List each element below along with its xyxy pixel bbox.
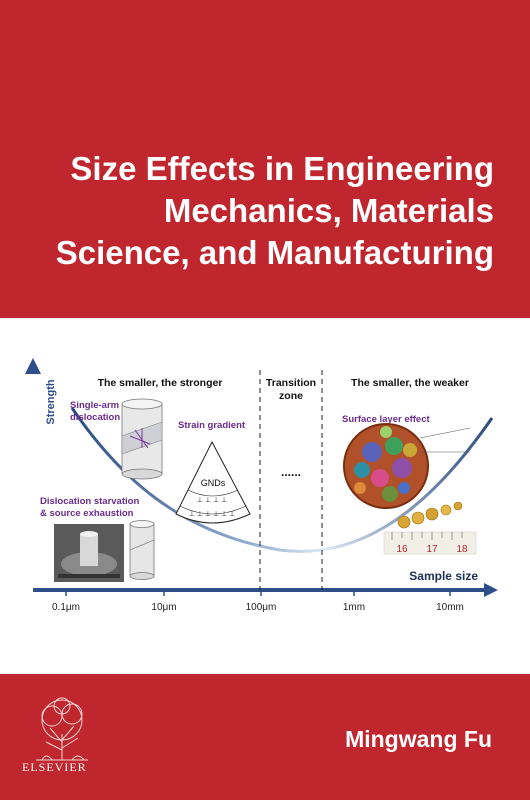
- strain-gradient-label: Strain gradient: [178, 420, 246, 431]
- cover-diagram-area: Strength Sample size 0.1μm 10μm 100μm 1m…: [0, 318, 530, 674]
- tick-label: 0.1μm: [52, 602, 80, 613]
- tick-label: 10μm: [151, 602, 176, 613]
- title-line-3: Science, and Manufacturing: [55, 234, 494, 271]
- ruler-label: 16: [396, 544, 408, 555]
- strain-gradient-illustration: GNDs ⊥ ⊥ ⊥ ⊥ ⊥ ⊥ ⊥ ⊥ ⊥ ⊥: [175, 440, 251, 524]
- gnds-label: GNDs: [201, 478, 226, 488]
- tick-label: 10mm: [436, 602, 464, 613]
- sem-micrograph-image: [54, 524, 124, 582]
- grain-structure-illustration: [343, 423, 471, 509]
- starvation-label-1: Dislocation starvation: [40, 496, 139, 507]
- x-axis-arrow-icon: [484, 583, 498, 597]
- elsevier-tree-logo-icon: [36, 697, 88, 761]
- y-axis-arrow-icon: [25, 358, 41, 374]
- title-line-2: Mechanics, Materials: [163, 192, 494, 229]
- author-name: Mingwang Fu: [345, 726, 492, 752]
- transition-dots: ......: [281, 465, 301, 479]
- right-heading: The smaller, the weaker: [351, 377, 469, 389]
- title-line-1: Size Effects in Engineering: [70, 150, 494, 187]
- size-effect-diagram: Strength Sample size 0.1μm 10μm 100μm 1m…: [25, 358, 498, 613]
- microparts-ruler-photo: 16 17 18: [383, 501, 477, 555]
- ruler-label: 17: [426, 544, 438, 555]
- single-arm-pillar-illustration: [121, 398, 163, 480]
- cover-top-band: Size Effects in Engineering Mechanics, M…: [0, 0, 530, 318]
- svg-text:⊥ ⊥ ⊥ ⊥: ⊥ ⊥ ⊥ ⊥: [197, 497, 227, 504]
- starvation-pillar-illustration: [129, 520, 155, 580]
- cover-bottom-band: ELSEVIER Mingwang Fu: [0, 674, 530, 800]
- publisher-name: ELSEVIER: [22, 760, 87, 774]
- surface-layer-label: Surface layer effect: [342, 414, 430, 425]
- single-arm-label-2: dislocation: [70, 412, 120, 423]
- starvation-label-2: & source exhaustion: [40, 508, 134, 519]
- tick-label: 100μm: [246, 602, 277, 613]
- transition-heading-1: Transition: [266, 377, 316, 389]
- tick-label: 1mm: [343, 602, 365, 613]
- single-arm-label-1: Single-arm: [70, 400, 119, 411]
- svg-text:⊥ ⊥ ⊥ ⊥ ⊥ ⊥: ⊥ ⊥ ⊥ ⊥ ⊥ ⊥: [189, 511, 235, 518]
- left-heading: The smaller, the stronger: [98, 377, 223, 389]
- y-axis-label: Strength: [45, 379, 57, 425]
- ruler-label: 18: [456, 544, 468, 555]
- x-axis-label: Sample size: [409, 569, 478, 583]
- transition-heading-2: zone: [279, 390, 303, 402]
- book-title: Size Effects in Engineering Mechanics, M…: [14, 148, 494, 274]
